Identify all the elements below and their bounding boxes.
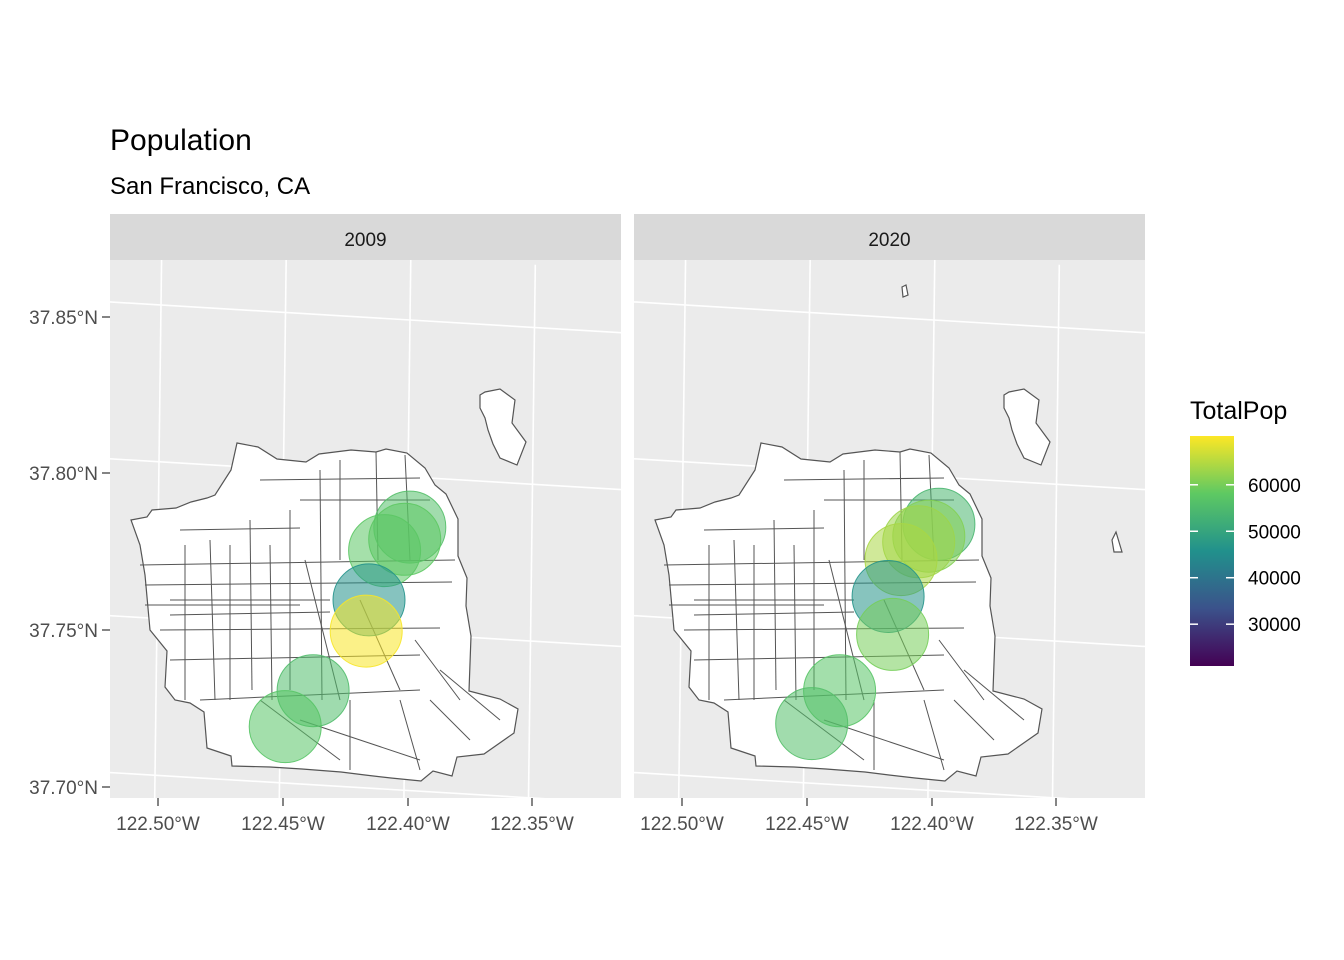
legend-ticks: 30000 40000 50000 60000 [1190,476,1301,636]
tract-boundary [269,544,273,701]
y-tick: 37.70°N [29,778,110,799]
x-tick: 122.40°W [890,798,974,835]
color-legend: TotalPop 30000 40000 50000 60000 [1190,397,1301,666]
x-tick-label: 122.40°W [366,814,450,835]
x-tick: 122.45°W [765,798,849,835]
tract-boundary [169,611,331,616]
x-tick-label: 122.50°W [116,814,200,835]
facet-strip [110,214,621,260]
legend-colorbar [1190,436,1234,666]
x-axis-2020: 122.50°W 122.45°W 122.40°W 122.35°W [640,798,1098,835]
tract-boundary [414,639,461,701]
facet-strip-label: 2009 [344,230,386,251]
small-island [1111,530,1123,553]
legend-tick-label: 60000 [1248,476,1301,497]
tract-boundary [209,539,216,701]
facet-panel-2009: 2009 [110,214,621,798]
legend-tick-label: 40000 [1248,569,1301,590]
x-tick: 122.50°W [640,798,724,835]
tract-boundary [693,611,855,616]
tract-boundary [399,699,421,771]
x-tick-label: 122.45°W [765,814,849,835]
x-axis-2009: 122.50°W 122.45°W 122.40°W 122.35°W [116,798,574,835]
x-tick-label: 122.35°W [1014,814,1098,835]
y-axis: 37.85°N 37.80°N 37.75°N 37.70°N [29,308,110,799]
tract-boundary [439,669,501,721]
graticule-parallel [634,301,1145,334]
graticule-parallel [634,771,1070,798]
tract-boundary [703,527,825,531]
tract-boundary [923,699,945,771]
graticule-meridian [527,264,537,798]
x-tick: 122.50°W [116,798,200,835]
facet-strip-label: 2020 [868,230,910,251]
tract-boundary [938,639,985,701]
facet-panel-2020: 2020 [634,214,1145,798]
graticule-parallel [110,301,621,334]
tract-boundary [953,699,995,741]
facet-strip [634,214,1145,260]
y-tick: 37.75°N [29,621,110,642]
x-tick-label: 122.35°W [490,814,574,835]
x-tick: 122.35°W [490,798,574,835]
alcatraz-island [901,284,909,298]
tract-boundary [733,539,740,701]
x-tick: 122.45°W [241,798,325,835]
y-tick-label: 37.85°N [29,308,98,329]
graticule-meridian [1051,264,1061,798]
legend-tick-label: 30000 [1248,615,1301,636]
y-tick-label: 37.80°N [29,464,98,485]
plot-title: Population [110,124,252,157]
plot-subtitle: San Francisco, CA [110,173,310,200]
tract-boundary [793,544,797,701]
legend-title: TotalPop [1190,397,1287,425]
treasure-island [479,388,527,466]
graticule-parallel [110,771,546,798]
population-bubbles [775,487,976,761]
y-tick-label: 37.75°N [29,621,98,642]
population-bubble [248,690,322,764]
x-tick-label: 122.50°W [640,814,724,835]
y-tick-label: 37.70°N [29,778,98,799]
population-bubble [775,687,849,761]
population-bubble [329,594,403,668]
treasure-island [1003,388,1051,466]
x-tick: 122.40°W [366,798,450,835]
x-tick-label: 122.45°W [241,814,325,835]
x-tick: 122.35°W [1014,798,1098,835]
tract-boundary [963,669,1025,721]
y-tick: 37.85°N [29,308,110,329]
population-bubbles [248,490,447,764]
legend-tick-label: 50000 [1248,522,1301,543]
tract-boundary [179,527,301,531]
tract-boundary [429,699,471,741]
y-tick: 37.80°N [29,464,110,485]
population-bubble [856,597,930,671]
x-tick-label: 122.40°W [890,814,974,835]
